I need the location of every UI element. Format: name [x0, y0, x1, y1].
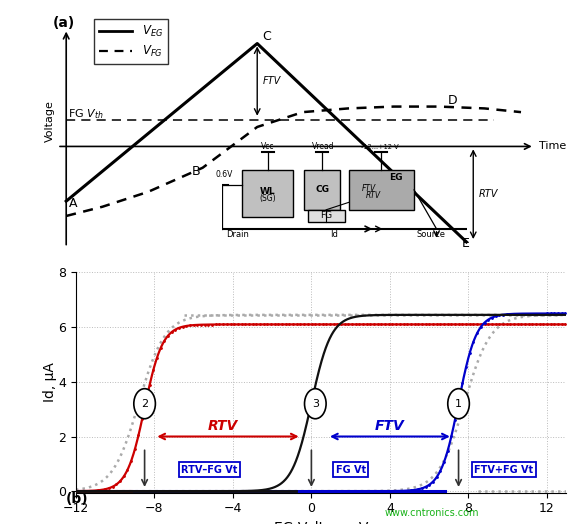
- Text: FTV+FG Vt: FTV+FG Vt: [474, 465, 533, 475]
- Text: FG $V_{th}$: FG $V_{th}$: [68, 107, 104, 121]
- Legend: $V_{EG}$, $V_{FG}$: $V_{EG}$, $V_{FG}$: [95, 19, 168, 63]
- Text: FTV: FTV: [263, 77, 281, 86]
- Text: RTV: RTV: [208, 419, 238, 433]
- Text: FG Vt: FG Vt: [336, 465, 366, 475]
- Circle shape: [134, 389, 155, 419]
- Text: FTV: FTV: [362, 183, 376, 193]
- FancyBboxPatch shape: [242, 170, 294, 217]
- Text: (b): (b): [66, 492, 89, 506]
- Text: Vread: Vread: [312, 143, 335, 151]
- Text: Drain: Drain: [226, 230, 249, 239]
- Text: FG: FG: [320, 211, 332, 220]
- Text: D: D: [449, 94, 458, 107]
- Text: CG: CG: [315, 185, 329, 194]
- Text: FTV: FTV: [375, 419, 405, 433]
- Text: 3: 3: [312, 399, 319, 409]
- FancyBboxPatch shape: [304, 170, 340, 210]
- FancyBboxPatch shape: [308, 210, 345, 222]
- Text: Voltage: Voltage: [45, 101, 55, 143]
- Y-axis label: Id, μA: Id, μA: [43, 363, 57, 402]
- Text: RTV: RTV: [479, 190, 498, 200]
- Text: 2: 2: [141, 399, 148, 409]
- Text: (SG): (SG): [260, 194, 276, 203]
- Text: RTV–FG Vt: RTV–FG Vt: [181, 465, 238, 475]
- Circle shape: [448, 389, 470, 419]
- Text: Vcc: Vcc: [260, 143, 274, 151]
- FancyBboxPatch shape: [349, 170, 414, 210]
- Text: C: C: [262, 30, 270, 43]
- Text: -12...+12 V: -12...+12 V: [361, 144, 398, 150]
- Text: Time: Time: [539, 141, 566, 151]
- Text: (a): (a): [53, 16, 75, 30]
- Text: B: B: [192, 165, 200, 178]
- Text: EG: EG: [389, 173, 402, 182]
- Text: Source: Source: [416, 230, 445, 239]
- Text: www.cntronics.com: www.cntronics.com: [385, 508, 479, 518]
- X-axis label: EG Voltage, V: EG Voltage, V: [274, 521, 369, 524]
- Text: Id: Id: [331, 230, 338, 239]
- Text: 1: 1: [455, 399, 462, 409]
- Text: RTV: RTV: [366, 191, 381, 200]
- Text: A: A: [68, 196, 77, 210]
- Circle shape: [304, 389, 326, 419]
- Text: E: E: [462, 237, 470, 250]
- Text: WL: WL: [260, 187, 276, 196]
- Text: 0.6V: 0.6V: [216, 170, 233, 179]
